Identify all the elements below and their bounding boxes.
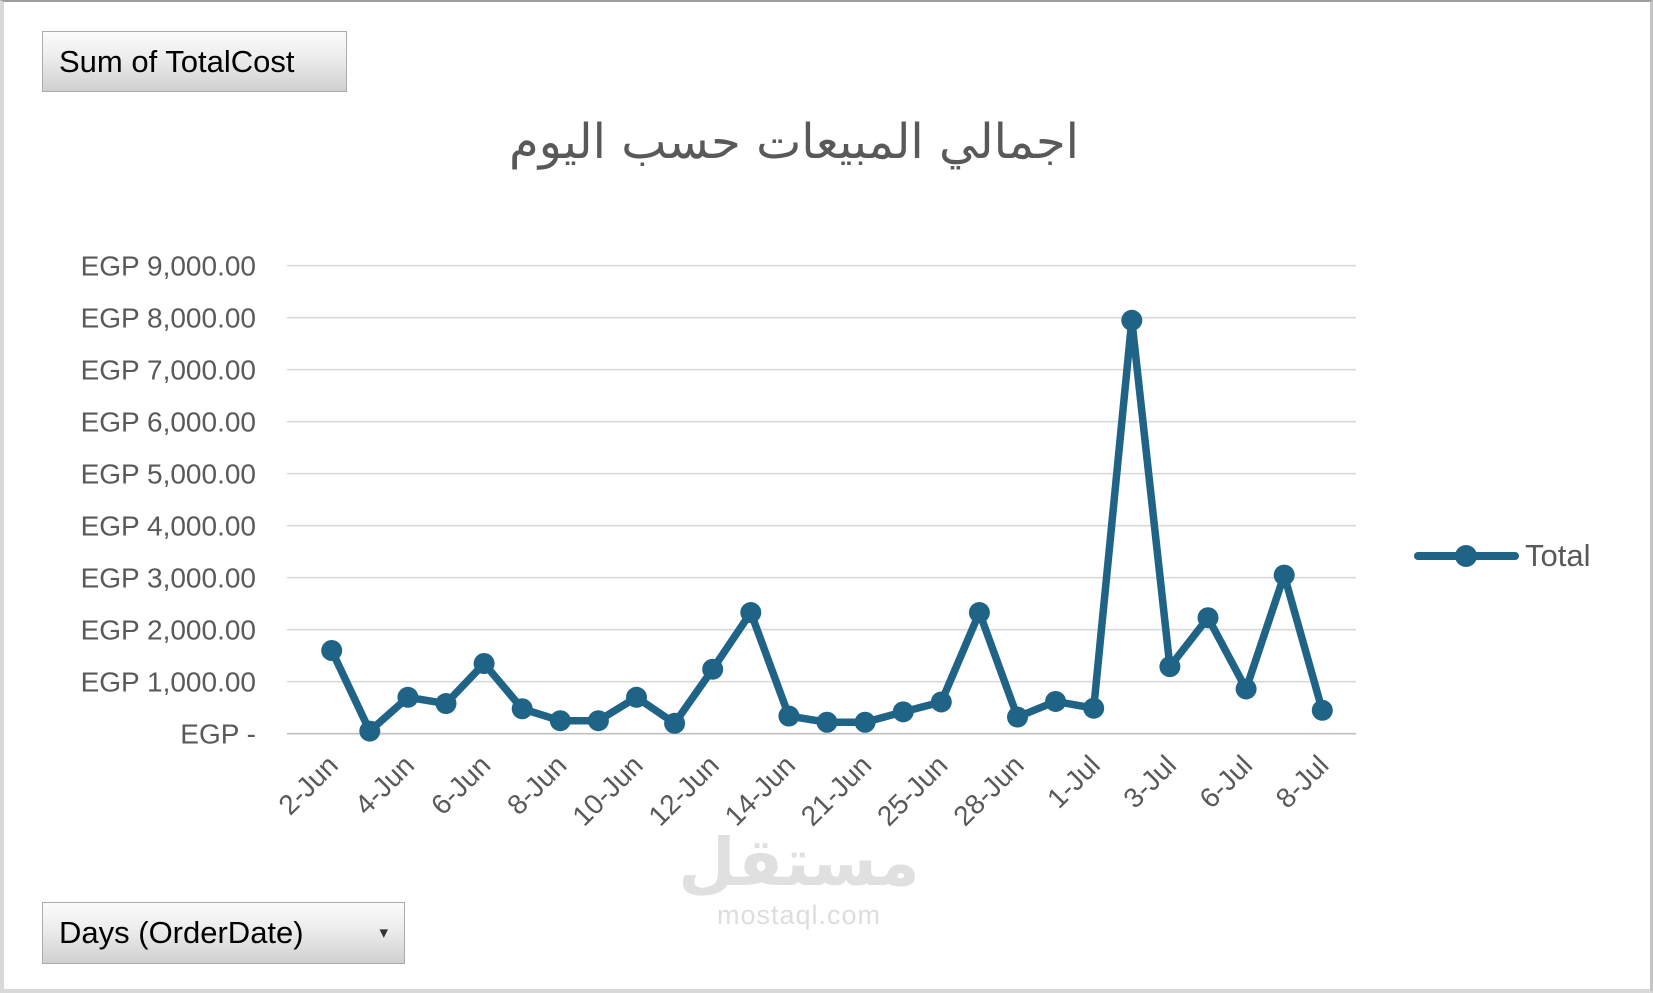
data-point-marker[interactable] [1311,699,1333,721]
legend-entry-total[interactable]: Total [1414,536,1590,576]
pivot-field-button-days-orderdate[interactable]: Days (OrderDate) ▾ [42,902,405,964]
data-point-marker[interactable] [930,691,952,713]
data-point-marker[interactable] [1197,607,1219,629]
pivot-field-button-label: Sum of TotalCost [59,43,295,79]
data-point-marker[interactable] [1159,656,1181,678]
data-point-marker[interactable] [892,701,914,723]
y-axis-tick-label: EGP - [180,719,256,750]
pivot-field-button-sum-of-totalcost[interactable]: Sum of TotalCost [42,31,347,92]
data-point-marker[interactable] [511,698,533,720]
chart-title: اجمالي المبيعات حسب اليوم [508,114,1080,170]
x-axis-tick-label: 21-Jun [795,749,877,831]
legend-marker-icon [1414,545,1519,567]
data-point-marker[interactable] [321,640,343,661]
y-axis-tick-label: EGP 9,000.00 [81,251,256,282]
data-point-marker[interactable] [397,686,419,708]
x-axis-tick-label: 6-Jun [425,749,496,820]
data-point-marker[interactable] [473,653,495,674]
x-axis-tick-label: 12-Jun [642,749,724,831]
data-point-marker[interactable] [587,710,609,732]
x-axis-tick-label: 4-Jun [349,749,420,820]
data-point-marker[interactable] [1083,697,1105,719]
pivot-axis-button-label: Days (OrderDate) [59,915,304,950]
data-point-marker[interactable] [854,711,876,733]
y-axis-tick-label: EGP 2,000.00 [81,615,256,646]
x-axis-tick-label: 2-Jun [272,749,343,820]
y-axis-tick-label: EGP 3,000.00 [81,563,256,594]
y-axis-tick-label: EGP 7,000.00 [81,355,256,386]
data-point-marker[interactable] [1121,309,1143,331]
legend-label: Total [1525,538,1591,573]
data-point-marker[interactable] [778,705,800,727]
data-point-marker[interactable] [1007,706,1028,728]
data-point-marker[interactable] [1273,564,1295,586]
y-axis-tick-label: EGP 1,000.00 [81,667,256,698]
x-axis-tick-label: 6-Jul [1193,749,1258,814]
x-axis-tick-label: 1-Jul [1041,749,1106,814]
data-point-marker[interactable] [1235,678,1257,700]
data-point-marker[interactable] [816,711,838,733]
x-axis-tick-label: 10-Jun [566,749,648,831]
y-axis-tick-label: EGP 6,000.00 [81,407,256,438]
data-point-marker[interactable] [549,710,571,732]
y-axis-tick-label: EGP 4,000.00 [81,511,256,542]
dropdown-arrow-icon: ▾ [379,923,388,942]
y-axis-tick-label: EGP 8,000.00 [81,303,256,334]
data-point-marker[interactable] [359,720,381,742]
x-axis-tick-label: 28-Jun [947,749,1029,831]
x-axis-tick-label: 8-Jun [501,749,572,820]
data-point-marker[interactable] [626,686,647,708]
data-point-marker[interactable] [664,712,686,734]
data-point-marker[interactable] [1045,690,1067,712]
x-axis-tick-label: 25-Jun [871,749,953,831]
data-point-marker[interactable] [702,658,724,680]
data-point-marker[interactable] [435,693,457,715]
data-point-marker[interactable] [740,602,762,624]
chart-plot-area: EGP - EGP 1,000.00 EGP 2,000.00 EGP 3,000.0… [81,251,1356,832]
x-axis-tick-label: 3-Jul [1117,749,1182,814]
x-axis-tick-label: 14-Jun [719,749,801,831]
data-point-marker[interactable] [968,602,990,624]
x-axis-tick-label: 8-Jul [1270,749,1335,814]
y-axis-tick-label: EGP 5,000.00 [81,459,256,490]
